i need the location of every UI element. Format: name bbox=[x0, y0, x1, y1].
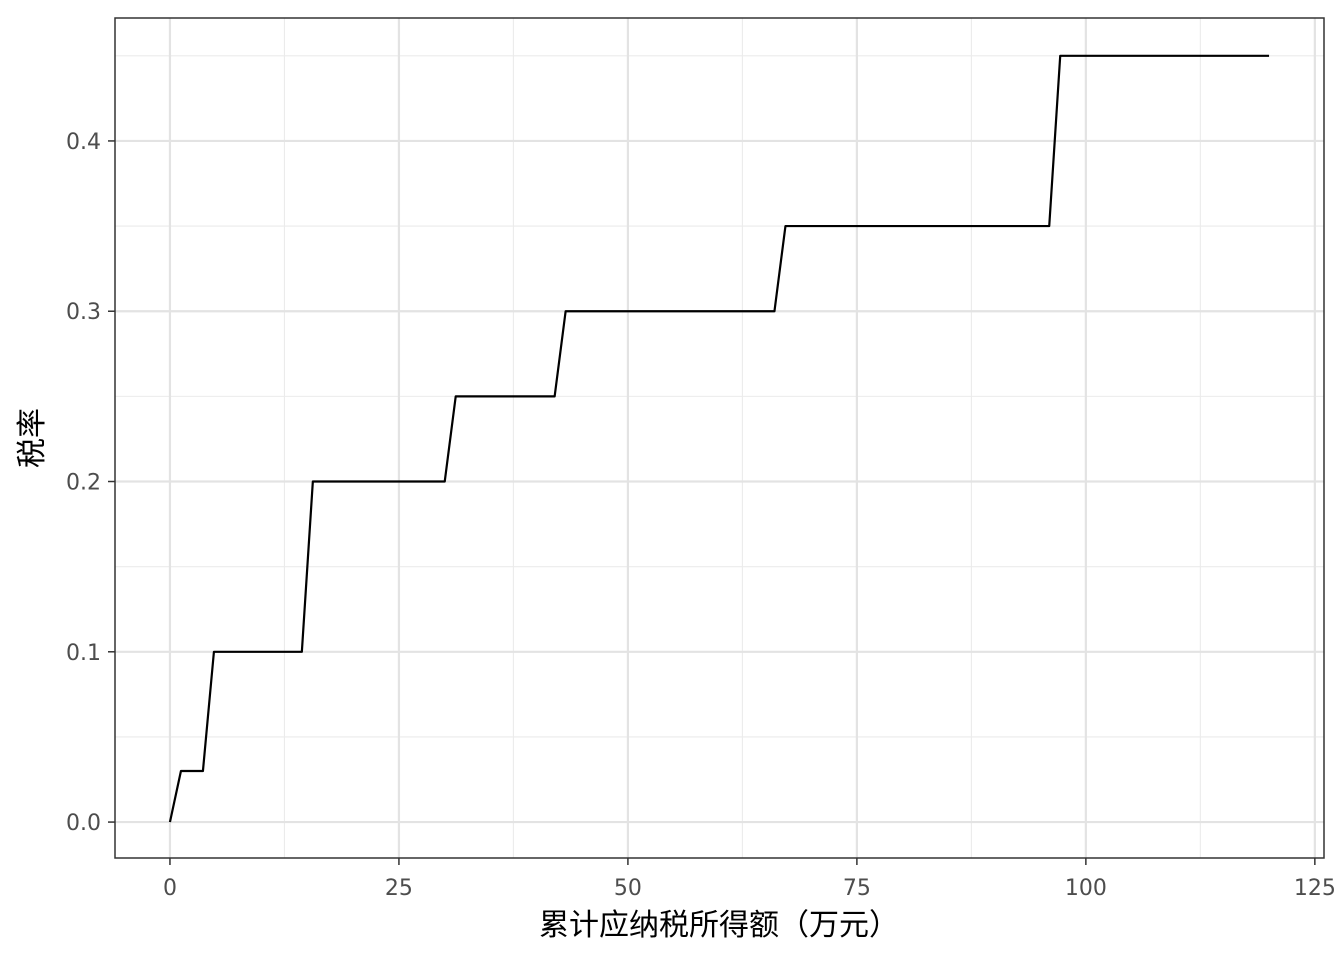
y-tick-label-2: 0.2 bbox=[66, 471, 101, 496]
x-axis-title: 累计应纳税所得额（万元） bbox=[539, 908, 899, 943]
y-axis: 0.0 0.1 0.2 0.3 0.4 bbox=[66, 130, 115, 836]
y-tick-label-4: 0.4 bbox=[66, 130, 101, 155]
x-tick-label-2: 50 bbox=[614, 876, 642, 901]
y-tick-label-0: 0.0 bbox=[66, 811, 101, 836]
plot-background bbox=[115, 18, 1324, 858]
x-tick-label-4: 100 bbox=[1065, 876, 1107, 901]
y-tick-label-1: 0.1 bbox=[66, 641, 101, 666]
x-axis: 0 25 50 75 100 125 bbox=[163, 858, 1336, 901]
x-tick-label-0: 0 bbox=[163, 876, 177, 901]
y-tick-label-3: 0.3 bbox=[66, 300, 101, 325]
plot-panel-border bbox=[114, 17, 1325, 859]
x-tick-label-1: 25 bbox=[385, 876, 413, 901]
y-axis-title: 税率 bbox=[15, 408, 50, 468]
tax-rate-line bbox=[168, 54, 1270, 823]
x-tick-label-3: 75 bbox=[843, 876, 871, 901]
x-tick-label-5: 125 bbox=[1294, 876, 1336, 901]
